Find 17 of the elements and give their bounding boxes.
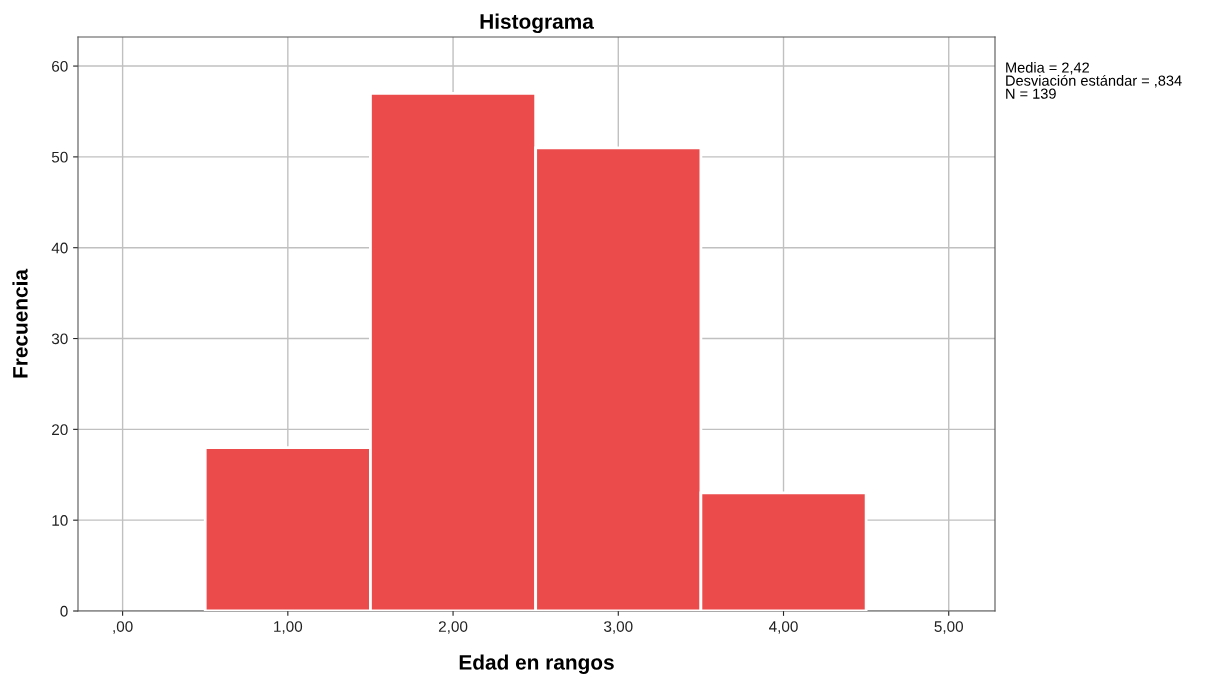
x-tick-label: 2,00	[438, 621, 468, 634]
y-tick-label: 50	[51, 151, 68, 163]
x-tick-label: 5,00	[934, 621, 964, 634]
chart-title: Histograma	[480, 13, 594, 34]
x-tick-label: 4,00	[769, 621, 798, 634]
y-tick-label: 10	[52, 515, 68, 526]
y-tick-label: 0	[60, 605, 68, 617]
y-tick-label: 30	[51, 333, 68, 345]
text: Media = 2,42 Desviación estándar = ,834 N = 139	[1006, 62, 1182, 99]
y-tick-label: 40	[51, 242, 68, 254]
x-tick-label: 3,00	[604, 621, 633, 634]
y-tick-label: 60	[52, 60, 68, 72]
x-tick-label: 1,00	[274, 621, 303, 634]
y-tick-label: 20	[52, 424, 68, 436]
y-axis-title: Frecuencia	[12, 268, 28, 378]
x-tick-label: ,00	[113, 621, 133, 634]
x-axis-title: Edad en rangos	[459, 654, 614, 674]
